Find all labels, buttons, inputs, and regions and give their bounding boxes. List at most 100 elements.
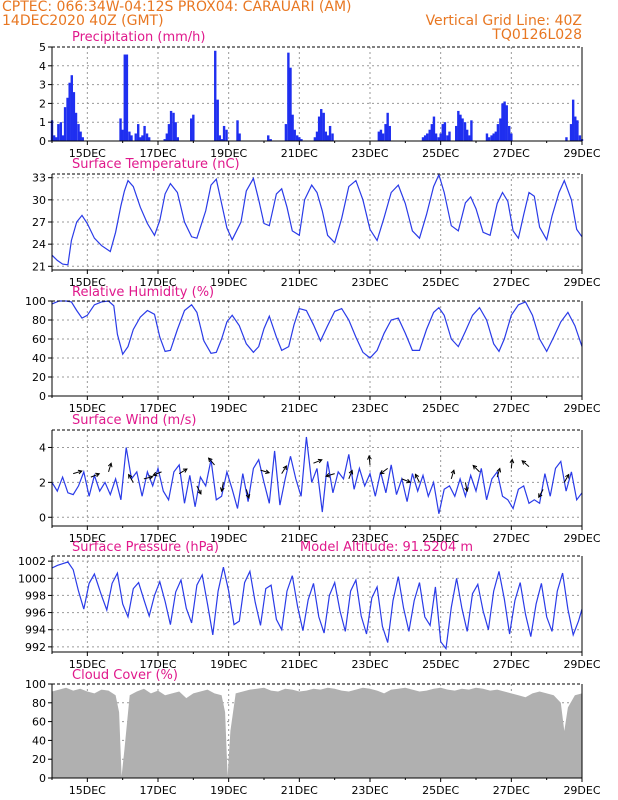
wind-arrow xyxy=(281,465,287,474)
wind-arrow-head xyxy=(207,457,213,463)
precip-bar xyxy=(72,92,76,141)
wind-arrow xyxy=(368,455,371,465)
precip-bar xyxy=(457,110,460,141)
precip-bar xyxy=(423,135,427,141)
x-tick-label: 25DEC xyxy=(422,402,459,415)
x-tick-label: 17DEC xyxy=(139,276,176,289)
x-tick-label: 27DEC xyxy=(493,658,530,671)
series-line xyxy=(51,436,583,514)
precip-bar xyxy=(578,135,582,141)
wind-arrow-head xyxy=(152,471,158,477)
precip-bar xyxy=(441,124,444,141)
panel-5: 992 994 996 998 1000 1002 15DEC 17DEC 19DEC 21DEC… xyxy=(18,540,601,671)
precip-bar xyxy=(163,139,166,141)
precip-bar xyxy=(296,135,299,141)
wind-arrow xyxy=(152,471,162,476)
precip-bar xyxy=(77,124,80,141)
x-tick-label: 21DEC xyxy=(281,784,318,797)
precip-bar xyxy=(79,131,82,141)
precip-bar xyxy=(463,122,467,141)
header-date: 14DEC2020 40Z (GMT) xyxy=(2,13,164,29)
precip-bar xyxy=(379,129,383,141)
wind-arrow xyxy=(348,470,353,480)
wind-arrow-head xyxy=(317,458,323,464)
wind-arrow xyxy=(450,470,455,480)
y-tick-label: 21 xyxy=(32,260,46,273)
precip-bar xyxy=(284,124,288,141)
wind-arrow xyxy=(472,465,480,473)
wind-arrow xyxy=(128,474,134,483)
wind-arrow-head xyxy=(414,473,420,479)
wind-arrow-head xyxy=(496,467,502,473)
header-vertical-grid-note: Vertical Grid Line: 40Z xyxy=(425,13,582,29)
precip-bar xyxy=(485,133,489,141)
y-tick-label: 20 xyxy=(32,753,46,766)
precip-bar xyxy=(320,109,323,141)
precip-bar xyxy=(499,118,502,141)
wind-arrow xyxy=(73,470,82,475)
wind-arrow-head xyxy=(282,465,287,471)
precip-bar xyxy=(492,133,495,141)
precip-bar xyxy=(496,124,500,141)
precip-bar xyxy=(81,137,84,141)
wind-arrow xyxy=(325,473,335,477)
x-tick-label: 19DEC xyxy=(210,276,247,289)
y-tick-label: 40 xyxy=(32,352,46,365)
cloud-cover-area xyxy=(52,687,582,778)
wind-arrow xyxy=(245,489,250,499)
x-tick-label: 17DEC xyxy=(139,658,176,671)
wind-arrow-head xyxy=(379,469,385,475)
y-tick-label: 5 xyxy=(39,41,46,54)
y-tick-label: 30 xyxy=(32,194,46,207)
precip-bar xyxy=(574,116,577,141)
precip-bar xyxy=(426,133,429,141)
wind-arrow-head xyxy=(406,478,412,484)
precip-bar xyxy=(59,122,63,141)
panel-title: Surface Temperature (nC) xyxy=(72,157,240,172)
precip-bar xyxy=(238,133,241,141)
precip-bar xyxy=(487,137,491,141)
wind-arrow-head xyxy=(325,473,331,478)
x-tick-label: 25DEC xyxy=(422,532,459,545)
precip-bar xyxy=(388,125,391,141)
precip-bar xyxy=(165,133,169,141)
x-tick-label: 25DEC xyxy=(422,658,459,671)
panel-title: Relative Humidity (%) xyxy=(72,285,214,300)
header-line1: CPTEC: 066:34W-04:12S PROX04: CARAUARI (… xyxy=(2,0,352,15)
y-tick-label: 80 xyxy=(32,697,46,710)
precip-bar xyxy=(167,124,171,141)
x-tick-label: 29DEC xyxy=(563,658,600,671)
x-tick-label: 21DEC xyxy=(281,402,318,415)
panel-title: Precipitation (mm/h) xyxy=(72,30,205,45)
wind-arrow xyxy=(143,476,153,480)
y-tick-label: 1 xyxy=(39,116,46,129)
y-tick-label: 0 xyxy=(39,390,46,403)
precip-bar xyxy=(145,133,149,141)
precip-bar xyxy=(386,112,389,141)
wind-arrow xyxy=(90,473,100,478)
panel-1: 0 1 2 3 4 5 15DEC 17DEC 19DEC 21DEC 23DEC 25DEC 27DE… xyxy=(39,30,601,160)
panel-3: 0 20 40 60 80 100 15DEC 17DEC 19DEC 21DEC 23DEC 25D… xyxy=(25,285,601,415)
x-tick-label: 17DEC xyxy=(139,784,176,797)
precip-bar xyxy=(143,125,146,141)
x-tick-label: 21DEC xyxy=(281,658,318,671)
x-tick-label: 15DEC xyxy=(69,276,106,289)
precip-bar xyxy=(461,118,464,141)
y-tick-label: 40 xyxy=(32,734,46,747)
x-tick-label: 23DEC xyxy=(351,147,388,160)
precip-bar xyxy=(490,135,493,141)
x-tick-label: 29DEC xyxy=(563,402,600,415)
precip-bar xyxy=(569,124,573,141)
precip-bar xyxy=(52,135,56,141)
precip-bar xyxy=(432,116,436,141)
model-altitude-annotation: Model Altitude: 91.5204 m xyxy=(300,540,473,555)
panel-title: Cloud Cover (%) xyxy=(72,668,178,683)
y-tick-label: 100 xyxy=(25,295,46,308)
precip-bar xyxy=(289,67,292,141)
precip-bar xyxy=(298,137,301,141)
x-tick-label: 15DEC xyxy=(69,532,106,545)
precip-bar xyxy=(508,125,511,141)
y-tick-label: 60 xyxy=(32,333,46,346)
x-tick-label: 19DEC xyxy=(210,658,247,671)
precip-bar xyxy=(287,52,290,141)
